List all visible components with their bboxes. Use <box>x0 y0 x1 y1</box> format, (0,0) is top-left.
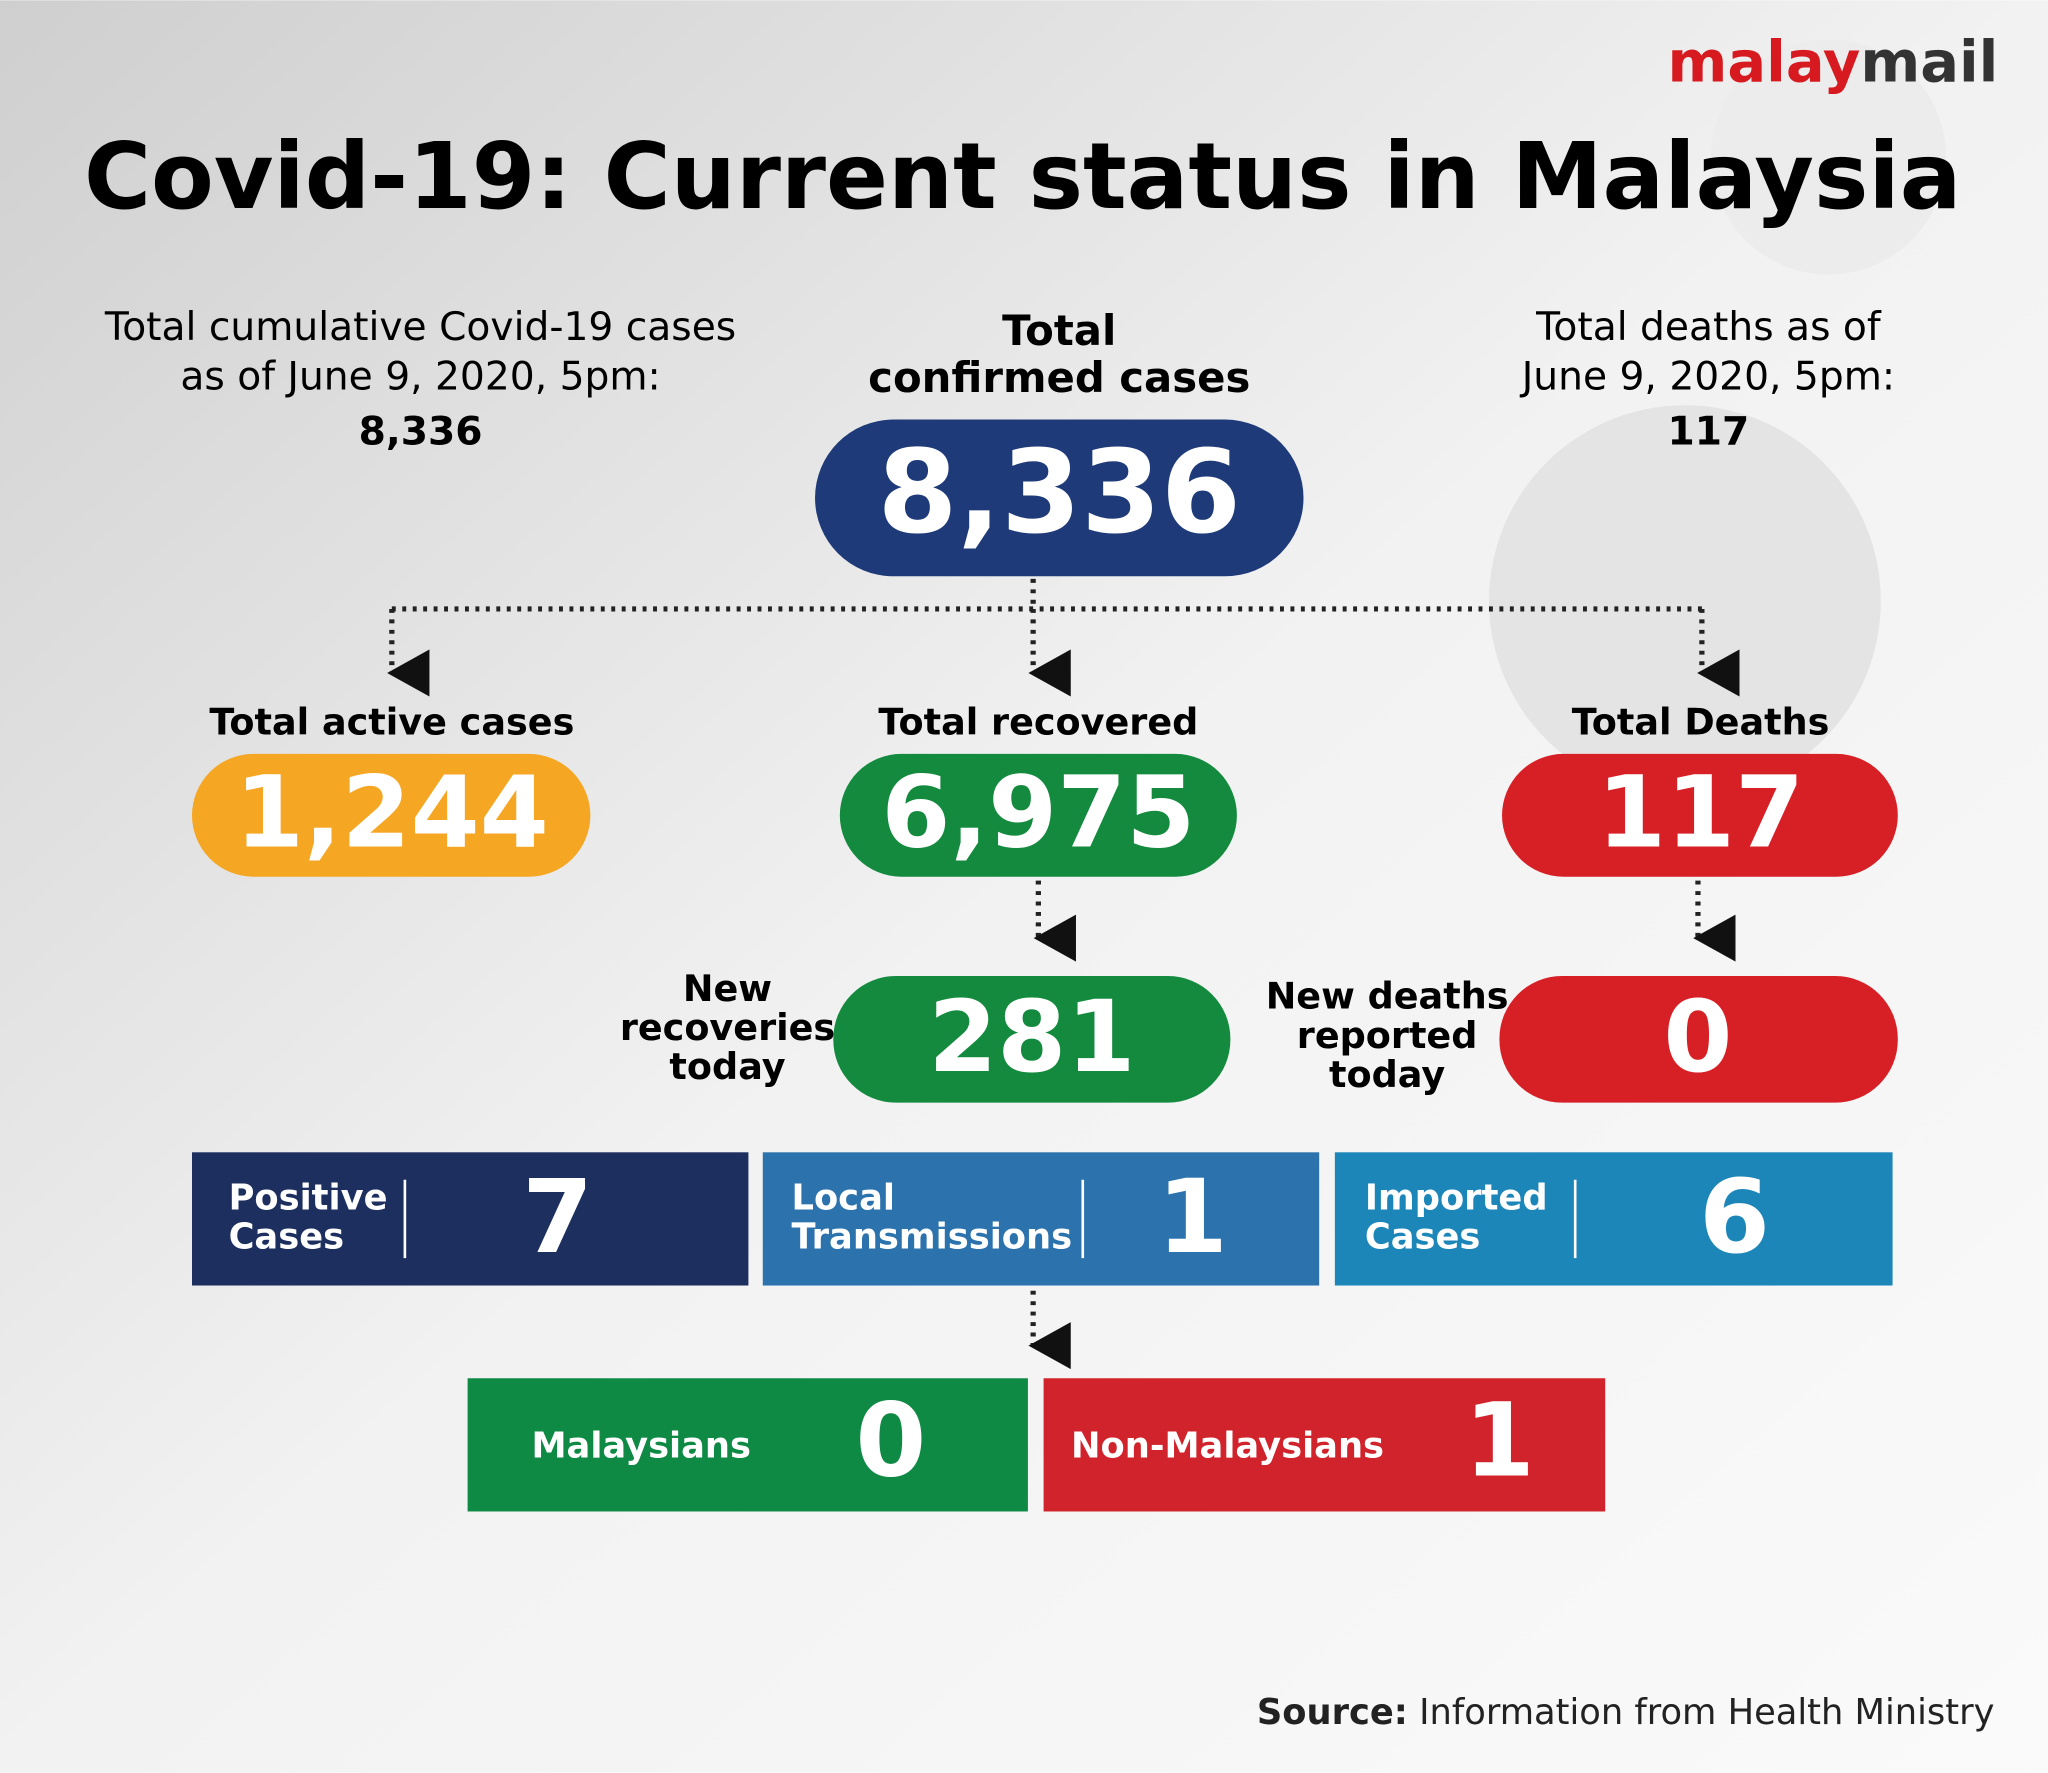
new-recoveries-label: today <box>669 1045 785 1088</box>
virus-decoration <box>1488 405 1881 798</box>
local-box <box>762 1152 1320 1286</box>
confirmed-label: Total <box>1002 306 1116 355</box>
note-value: 117 <box>1668 409 1750 454</box>
recovered-label: Total recovered <box>878 700 1198 743</box>
virus-decoration <box>1711 39 1947 275</box>
note-line: Total deaths as of <box>1535 305 1882 350</box>
left-note: Total cumulative Covid-19 cases as of Ju… <box>104 305 736 454</box>
deaths-value: 117 <box>1597 756 1804 871</box>
source: Source: Information from Health Ministry <box>1257 1692 1995 1733</box>
positive-label: Positive <box>229 1177 388 1218</box>
positive-value: 7 <box>522 1158 593 1277</box>
local-label: Local <box>792 1177 895 1218</box>
note-line: June 9, 2020, 5pm: <box>1519 355 1895 400</box>
new-recoveries-value: 281 <box>928 980 1135 1095</box>
confirmed-pill <box>815 419 1304 577</box>
new-recoveries-pill <box>833 975 1231 1103</box>
new-deaths-pill <box>1499 975 1898 1103</box>
new-recoveries-label: recoveries <box>620 1006 835 1049</box>
new-deaths-label: today <box>1329 1053 1445 1096</box>
imported-label: Imported <box>1365 1177 1548 1218</box>
local-label: Transmissions <box>792 1217 1073 1258</box>
positive-box <box>192 1152 749 1286</box>
deaths-pill <box>1502 753 1898 877</box>
note-line: as of June 9, 2020, 5pm: <box>180 355 660 400</box>
title: Covid-19: Current status in Malaysia <box>84 123 1962 230</box>
brand: malaymail <box>1668 28 1999 95</box>
active-pill <box>192 753 591 877</box>
recovered-pill <box>839 753 1237 877</box>
active-value: 1,244 <box>235 756 549 871</box>
imported-label: Cases <box>1365 1217 1481 1258</box>
malaysians-box <box>467 1378 1028 1512</box>
deaths-label: Total Deaths <box>1572 700 1830 743</box>
non-malaysians-label: Non-Malaysians <box>1071 1425 1384 1466</box>
note-line: Total cumulative Covid-19 cases <box>104 305 736 350</box>
recovered-value: 6,975 <box>881 756 1195 871</box>
positive-label: Cases <box>229 1217 345 1258</box>
new-recoveries-label: New <box>683 967 772 1010</box>
malaysians-value: 0 <box>855 1381 926 1500</box>
active-label: Total active cases <box>209 700 574 743</box>
right-note: Total deaths as of June 9, 2020, 5pm: 11… <box>1519 305 1895 454</box>
confirmed-label: confirmed cases <box>868 353 1250 402</box>
imported-value: 6 <box>1699 1158 1770 1277</box>
note-value: 8,336 <box>359 409 483 454</box>
non-malaysians-value: 1 <box>1464 1381 1535 1500</box>
new-deaths-label: reported <box>1297 1014 1478 1057</box>
malaysians-label: Malaysians <box>531 1425 751 1466</box>
non-malaysians-box <box>1043 1378 1606 1512</box>
new-deaths-value: 0 <box>1663 980 1732 1095</box>
confirmed-value: 8,336 <box>878 426 1242 560</box>
local-value: 1 <box>1157 1158 1228 1277</box>
imported-box <box>1334 1152 1893 1286</box>
new-deaths-label: New deaths <box>1266 975 1509 1018</box>
